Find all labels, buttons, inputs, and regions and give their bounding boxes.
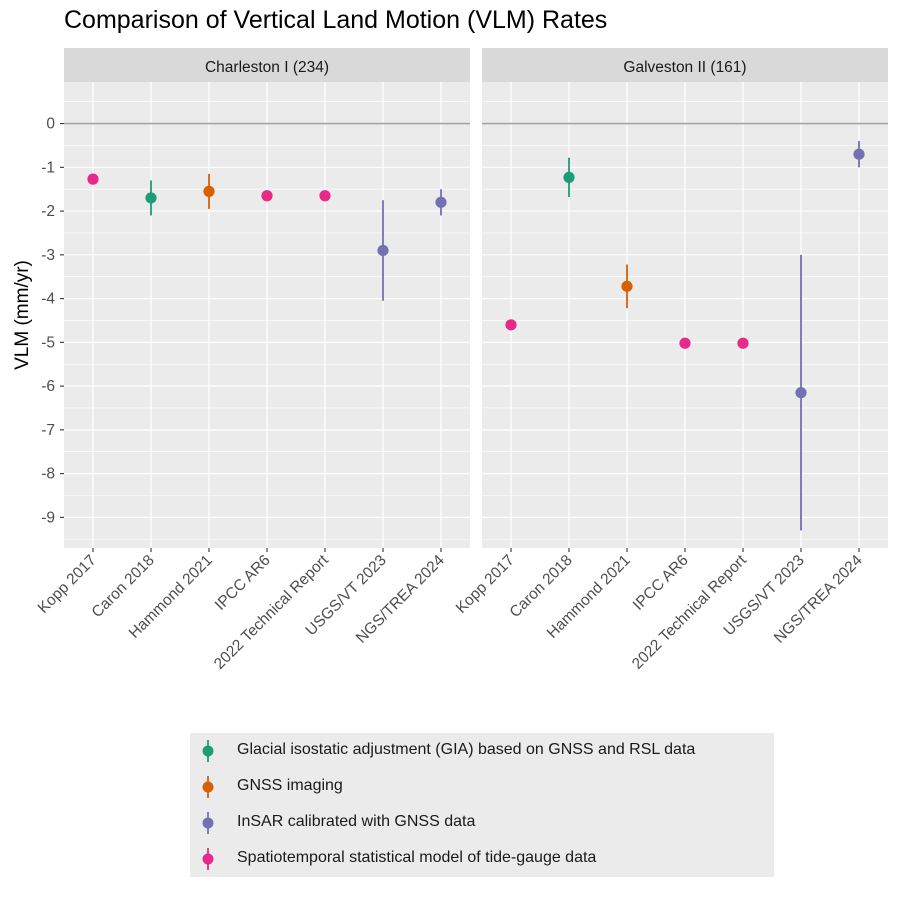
data-point <box>679 337 691 349</box>
legend-key-tide-gauge <box>202 848 214 870</box>
y-tick-label: 0 <box>46 116 55 133</box>
y-tick-label: -7 <box>41 422 55 439</box>
data-point <box>853 148 865 160</box>
facet-strip-charleston <box>64 48 470 82</box>
legend-key-point <box>202 745 214 757</box>
chart-title: Comparison of Vertical Land Motion (VLM)… <box>64 6 608 34</box>
data-point <box>319 190 331 202</box>
legend-key-insar <box>202 812 214 834</box>
y-tick-label: -3 <box>41 247 55 264</box>
facet-title-galveston: Galveston II (161) <box>623 59 746 76</box>
legend-label: Glacial isostatic adjustment (GIA) based… <box>237 741 696 758</box>
y-tick-label: -6 <box>41 378 55 395</box>
data-point <box>563 171 575 183</box>
legend-key-gnss-imaging <box>202 776 214 798</box>
x-tick-label: IPCC AR6 <box>212 552 274 614</box>
x-tick-label: 2022 Technical Report <box>211 551 332 672</box>
legend-item-gnss-imaging: GNSS imaging <box>190 769 774 805</box>
x-tick-label: 2022 Technical Report <box>629 551 750 672</box>
legend-item-gia: Glacial isostatic adjustment (GIA) based… <box>190 733 774 769</box>
legend: Glacial isostatic adjustment (GIA) based… <box>190 733 774 877</box>
y-tick-label: -1 <box>41 159 55 176</box>
data-point <box>87 173 99 185</box>
x-tick-label: IPCC AR6 <box>630 552 692 614</box>
facet-title-charleston: Charleston I (234) <box>205 59 329 76</box>
legend-key-point <box>202 817 214 829</box>
legend-label: InSAR calibrated with GNSS data <box>237 813 476 830</box>
legend-item-tide-gauge: Spatiotemporal statistical model of tide… <box>190 841 774 877</box>
data-point <box>203 185 215 197</box>
data-point <box>737 337 749 349</box>
legend-label: GNSS imaging <box>237 777 343 794</box>
data-point <box>145 192 157 204</box>
y-axis-title: VLM (mm/yr) <box>12 260 33 370</box>
legend-key-gia <box>202 740 214 762</box>
legend-key-point <box>202 781 214 793</box>
y-tick-label: -4 <box>41 291 55 308</box>
data-point <box>435 196 447 208</box>
y-tick-label: -9 <box>41 509 55 526</box>
data-point <box>795 387 807 399</box>
data-point <box>505 319 517 331</box>
data-point <box>621 280 633 292</box>
legend-key-point <box>202 853 214 865</box>
y-tick-label: -2 <box>41 203 55 220</box>
data-point <box>261 190 273 202</box>
y-tick-label: -8 <box>41 466 55 483</box>
legend-item-insar: InSAR calibrated with GNSS data <box>190 805 774 841</box>
legend-label: Spatiotemporal statistical model of tide… <box>237 849 597 866</box>
data-point <box>377 244 389 257</box>
facet-strip-galveston <box>482 48 888 82</box>
y-tick-label: -5 <box>41 334 55 351</box>
